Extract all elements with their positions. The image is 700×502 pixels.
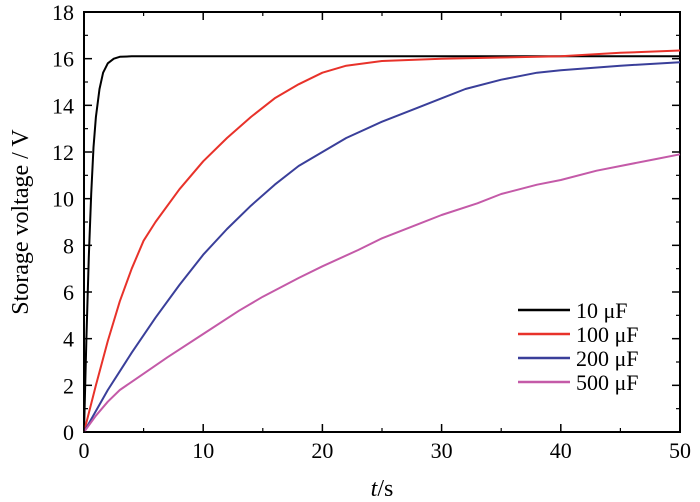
x-tick-label: 0 <box>79 438 90 463</box>
y-tick-label: 8 <box>63 233 74 258</box>
series-line-1 <box>83 55 680 433</box>
tick-layer: 0 10 20 30 40 50 0 2 4 6 8 10 12 14 16 18 <box>52 0 691 463</box>
y-tick-label: 4 <box>63 327 74 352</box>
legend-label-3: 200 μF <box>576 346 639 371</box>
x-tick-label: 20 <box>311 438 333 463</box>
legend-label-1: 10 μF <box>576 298 628 323</box>
x-axis-label-unit: /s <box>377 476 393 502</box>
y-tick-label: 12 <box>52 140 74 165</box>
y-tick-label: 0 <box>63 420 74 445</box>
y-tick-label: 2 <box>63 373 74 398</box>
x-axis-label-var: t <box>371 476 379 502</box>
x-tick-label: 50 <box>669 438 691 463</box>
x-tick-label: 40 <box>550 438 572 463</box>
y-tick-label: 18 <box>52 0 74 25</box>
x-axis-label: t/s <box>371 476 394 502</box>
series-line-3 <box>83 61 681 433</box>
series-line-4 <box>83 153 681 433</box>
legend-label-4: 500 μF <box>576 370 639 395</box>
legend-label-2: 100 μF <box>576 322 639 347</box>
x-tick-label: 10 <box>192 438 214 463</box>
y-axis-label: Storage voltage / V <box>8 129 34 315</box>
y-tick-label: 6 <box>63 280 74 305</box>
series-line-2 <box>83 49 681 433</box>
y-tick-label: 16 <box>52 47 74 72</box>
y-tick-label: 14 <box>52 93 74 118</box>
y-tick-label: 10 <box>52 187 74 212</box>
x-tick-label: 30 <box>431 438 453 463</box>
series-layer <box>83 49 681 433</box>
